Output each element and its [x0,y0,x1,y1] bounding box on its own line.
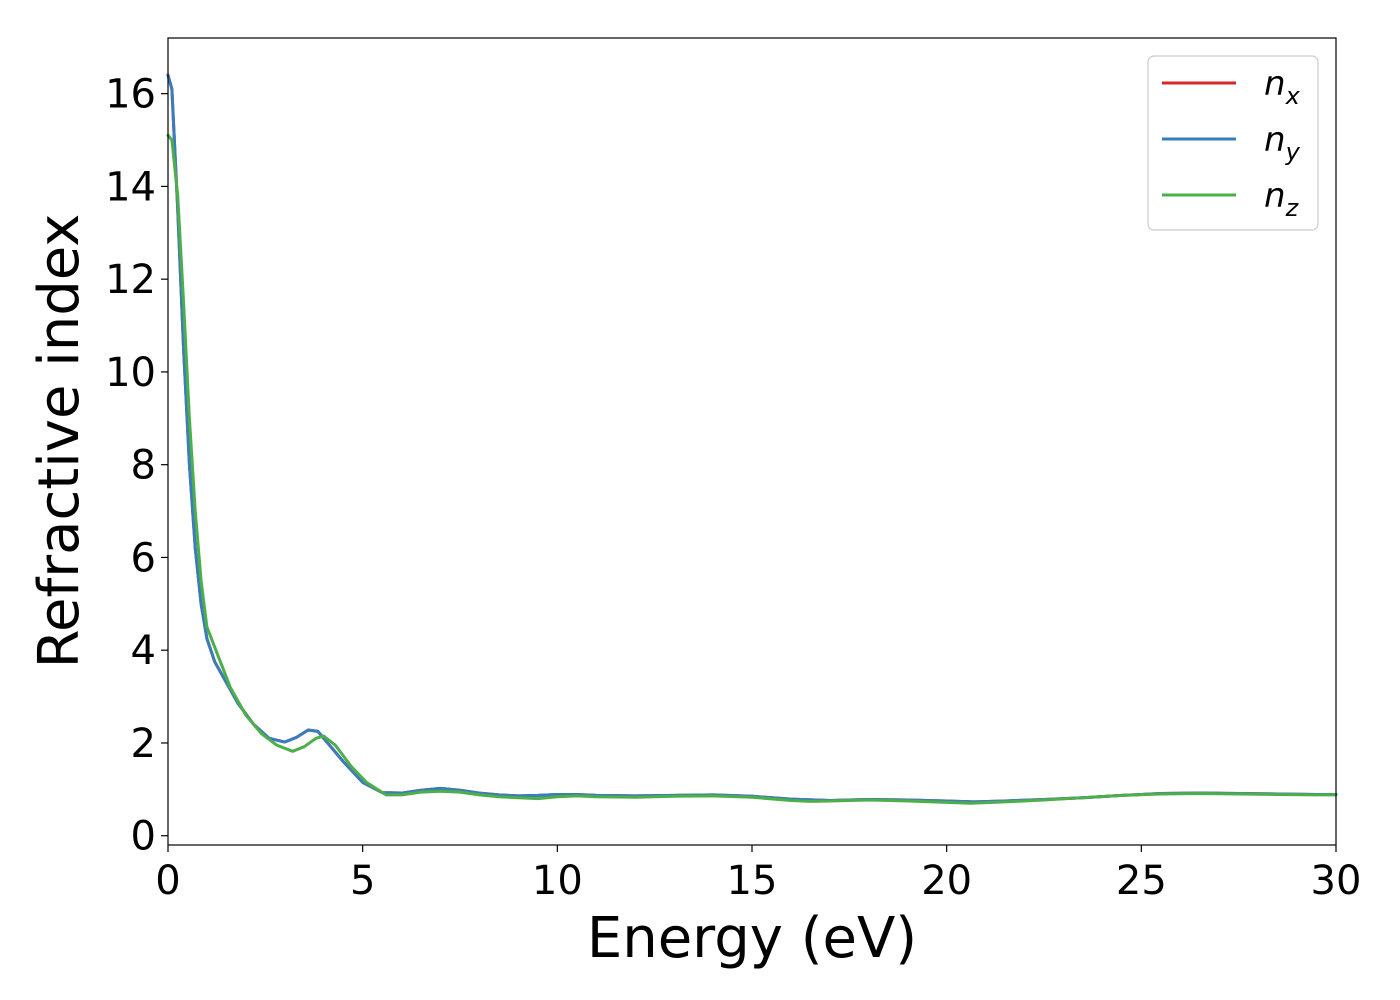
legend-box [1147,55,1319,231]
series-layer [166,73,1338,805]
x-tick-label: 10 [532,858,583,904]
y-tick-label: 4 [131,628,156,674]
y-tick-label: 2 [131,721,156,767]
x-tick-label: 0 [155,858,180,904]
x-tick-label: 15 [727,858,778,904]
x-axis-ticks: 0 5 10 15 20 25 30 [155,845,1361,904]
x-tick-label: 25 [1116,858,1167,904]
plot-area [168,38,1336,845]
y-axis-ticks: 0 2 4 6 8 10 12 14 16 [105,72,168,860]
y-tick-label: 0 [131,814,156,860]
y-tick-label: 16 [105,72,156,118]
series-line-nz [166,133,1338,805]
x-axis-label: Energy (eV) [587,906,917,971]
y-tick-label: 12 [105,257,156,303]
y-tick-label: 14 [105,164,156,210]
x-tick-label: 20 [921,858,972,904]
legend-label-ny: ny [1264,120,1301,166]
y-axis-label: Refractive index [27,214,92,669]
x-tick-label: 30 [1311,858,1362,904]
x-tick-label: 5 [350,858,375,904]
y-tick-label: 8 [131,443,156,489]
y-tick-label: 6 [131,535,156,581]
y-tick-label: 10 [105,350,156,396]
